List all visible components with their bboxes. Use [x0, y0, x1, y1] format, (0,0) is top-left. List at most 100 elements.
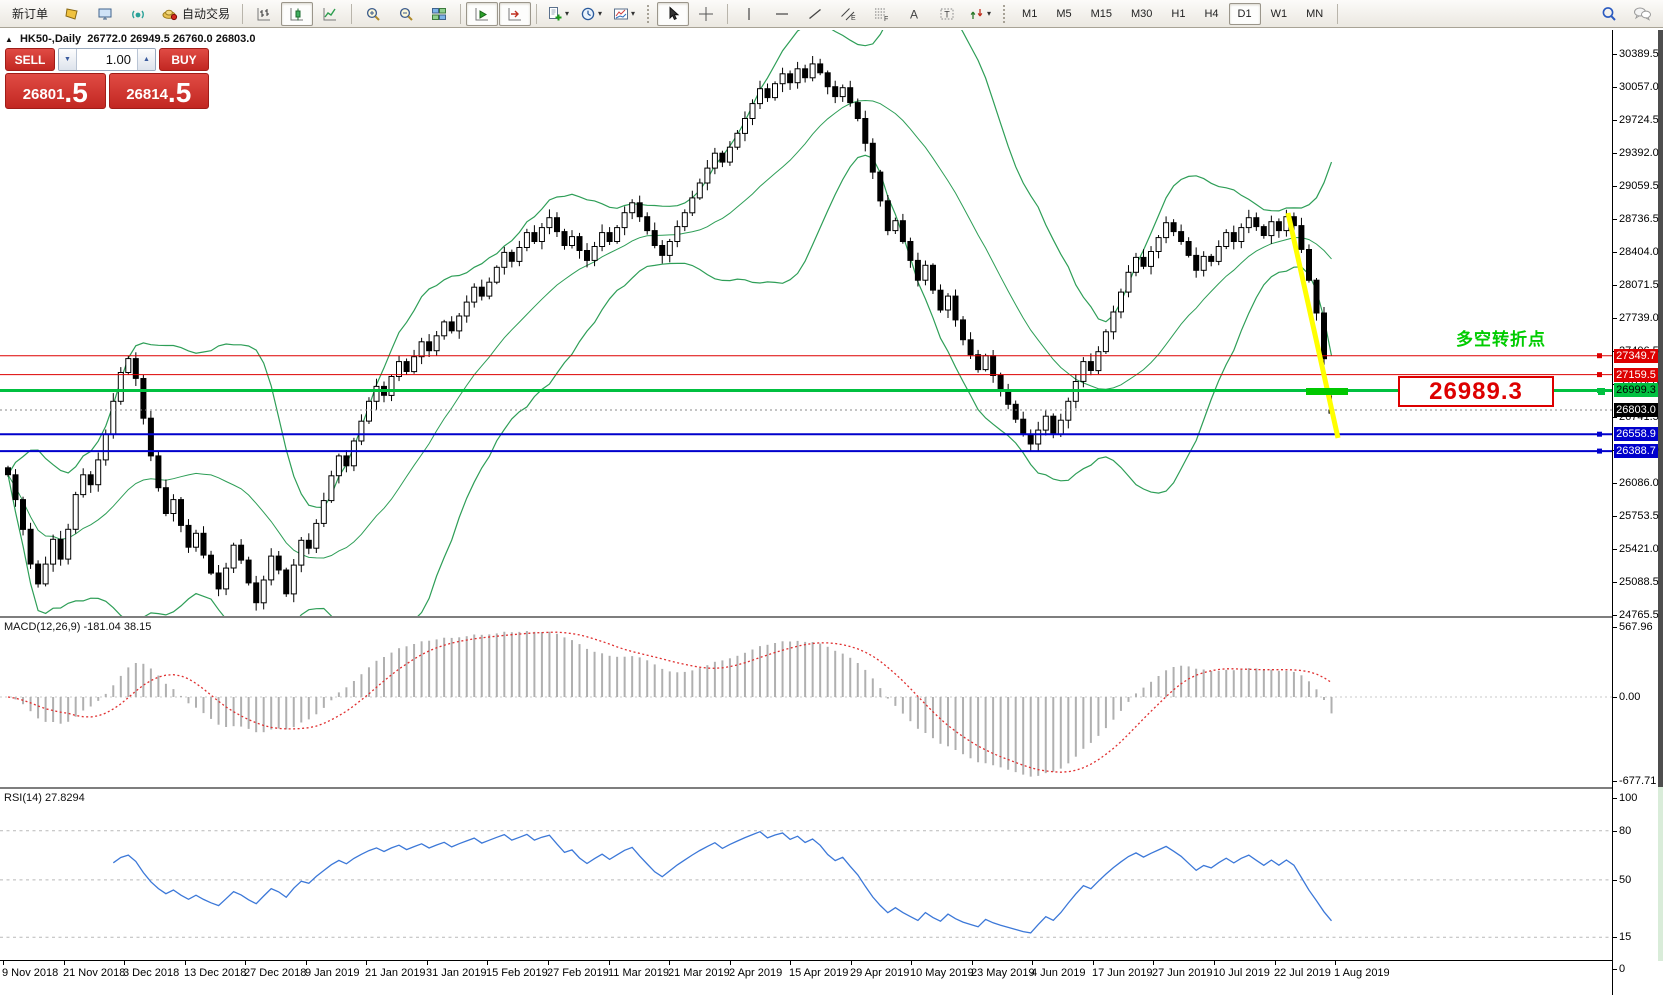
date-tick-label: 22 Jul 2019	[1274, 967, 1331, 979]
arrows-menu-button[interactable]: ▾	[964, 2, 996, 26]
date-tick-label: 27 Dec 2018	[244, 967, 307, 979]
text-button[interactable]: A	[898, 2, 930, 26]
time-axis[interactable]: 9 Nov 2018 21 Nov 2018 3 Dec 2018 13 Dec 20…	[0, 961, 1663, 995]
sell-price-panel[interactable]: 26801 .5	[5, 73, 106, 109]
timeframe-mn[interactable]: MN	[1306, 7, 1324, 20]
new-chart-button[interactable]	[56, 2, 88, 26]
price-tick-mark	[1613, 483, 1617, 484]
search-button[interactable]	[1593, 2, 1625, 26]
timeframe-w1[interactable]: W1	[1270, 7, 1288, 20]
symbol-period-label: HK50-,Daily	[19, 33, 82, 45]
period-menu-button[interactable]: ▾	[575, 2, 607, 26]
zoom-out-button[interactable]	[390, 2, 422, 26]
price-tick-label: 30057.0	[1619, 81, 1659, 93]
buy-button[interactable]: BUY	[159, 48, 209, 71]
new-order-button[interactable]: 新订单	[5, 2, 55, 26]
crosshair-icon	[699, 6, 714, 21]
macd-tick-mark	[1613, 697, 1617, 698]
autotrading-button[interactable]: 自动交易	[155, 2, 237, 26]
indicators-menu-button[interactable]: ▾	[608, 2, 640, 26]
turning-point-annotation: 多空转折点	[1456, 330, 1546, 349]
chat-button[interactable]	[1626, 2, 1658, 26]
price-tick-mark	[1613, 87, 1617, 88]
date-tick-mark	[366, 961, 367, 965]
rsi-indicator-chart[interactable]	[0, 790, 1612, 959]
price-tick-label: 29059.5	[1619, 180, 1659, 192]
new-order-menu-button[interactable]: ▾	[542, 2, 574, 26]
horizontal-line-button[interactable]	[766, 2, 798, 26]
autotrading-icon	[162, 9, 178, 20]
rsi-tick-label: 80	[1619, 824, 1632, 837]
price-tag-connector-line	[1554, 390, 1612, 393]
timeframe-h4[interactable]: H4	[1204, 7, 1219, 20]
cursor-button[interactable]	[657, 1, 690, 26]
panel-separator[interactable]	[0, 787, 1658, 789]
date-tick-label: 23 May 2019	[971, 967, 1035, 979]
timeframe-m15[interactable]: M15	[1090, 7, 1112, 20]
date-tick-label: 21 Nov 2018	[63, 967, 126, 979]
uptick-icon: ▲	[5, 35, 13, 44]
timeframe-h1[interactable]: H1	[1171, 7, 1186, 20]
macd-indicator-chart[interactable]	[0, 619, 1612, 787]
timeframe-m5[interactable]: M5	[1056, 7, 1072, 20]
separator	[727, 3, 729, 24]
price-tick-label: 29724.5	[1619, 114, 1659, 126]
date-tick-mark	[487, 961, 488, 965]
date-tick-label: 9 Jan 2019	[305, 967, 360, 979]
price-tag-callout: 26989.3	[1398, 376, 1554, 408]
price-tick-label: 26086.0	[1619, 477, 1659, 489]
trendline-button[interactable]	[799, 2, 831, 26]
rsi-tick-label: 0	[1619, 963, 1626, 975]
separator	[351, 3, 353, 24]
date-tick-label: 31 Jan 2019	[426, 967, 487, 979]
price-tick-mark	[1613, 549, 1617, 550]
volume-increase-button[interactable]: ▲	[137, 49, 155, 70]
price-tick-mark	[1613, 285, 1617, 286]
date-tick-mark	[245, 961, 246, 965]
price-tick-mark	[1613, 219, 1617, 220]
zoom-in-button[interactable]	[357, 2, 389, 26]
timeframe-d1[interactable]: D1	[1228, 2, 1261, 25]
signals-button[interactable]	[122, 2, 154, 26]
date-tick-mark	[124, 961, 125, 965]
price-level-badge: 27349.7	[1614, 349, 1658, 363]
date-tick-label: 10 May 2019	[910, 967, 974, 979]
toolbar: 新订单 自动交易	[0, 0, 1663, 28]
timeframe-m1[interactable]: M1	[1022, 7, 1038, 20]
terminal-window-button[interactable]	[89, 2, 121, 26]
rsi-current-value: 27.8294	[44, 792, 85, 804]
tile-windows-button[interactable]	[423, 2, 455, 26]
candlestick-chart-button[interactable]	[281, 1, 314, 26]
line-chart-button[interactable]	[314, 2, 346, 26]
channel-button[interactable]: E	[832, 2, 864, 26]
date-tick-label: 1 Aug 2019	[1334, 967, 1390, 979]
date-tick-label: 15 Apr 2019	[789, 967, 849, 979]
sell-button[interactable]: SELL	[5, 48, 55, 71]
price-tick-label: 27739.0	[1619, 312, 1659, 324]
toolbar-grip[interactable]	[1002, 3, 1008, 24]
crosshair-button[interactable]	[690, 2, 722, 26]
toolbar-grip[interactable]	[646, 3, 652, 24]
ohlc-values: 26772.0 26949.5 26760.0 26803.0	[87, 33, 256, 45]
bar-chart-button[interactable]	[248, 2, 280, 26]
volume-decrease-button[interactable]: ▼	[59, 49, 77, 70]
fibonacci-button[interactable]: F	[865, 2, 897, 26]
price-axis[interactable]: 30389.5 30057.0 29724.5 29392.0 29059.5 28736…	[1612, 30, 1659, 995]
auto-scroll-button[interactable]	[466, 1, 499, 26]
price-tick-label: 28404.0	[1619, 246, 1659, 258]
timeframe-m30[interactable]: M30	[1131, 7, 1153, 20]
separator	[242, 3, 244, 24]
bar-chart-icon	[257, 7, 271, 20]
chart-shift-button[interactable]	[499, 1, 532, 26]
rsi-tick-label: 15	[1619, 931, 1632, 944]
candlestick-chart[interactable]	[0, 30, 1612, 616]
date-tick-mark	[185, 961, 186, 965]
rsi-label: RSI(14) 27.8294	[4, 792, 85, 804]
buy-price-panel[interactable]: 26814 .5	[108, 73, 209, 109]
text-label-button[interactable]: T	[931, 2, 963, 26]
price-tick-label: 25421.0	[1619, 543, 1659, 555]
panel-separator[interactable]	[0, 616, 1658, 618]
volume-input[interactable]	[77, 49, 137, 70]
vertical-line-button[interactable]	[733, 2, 765, 26]
